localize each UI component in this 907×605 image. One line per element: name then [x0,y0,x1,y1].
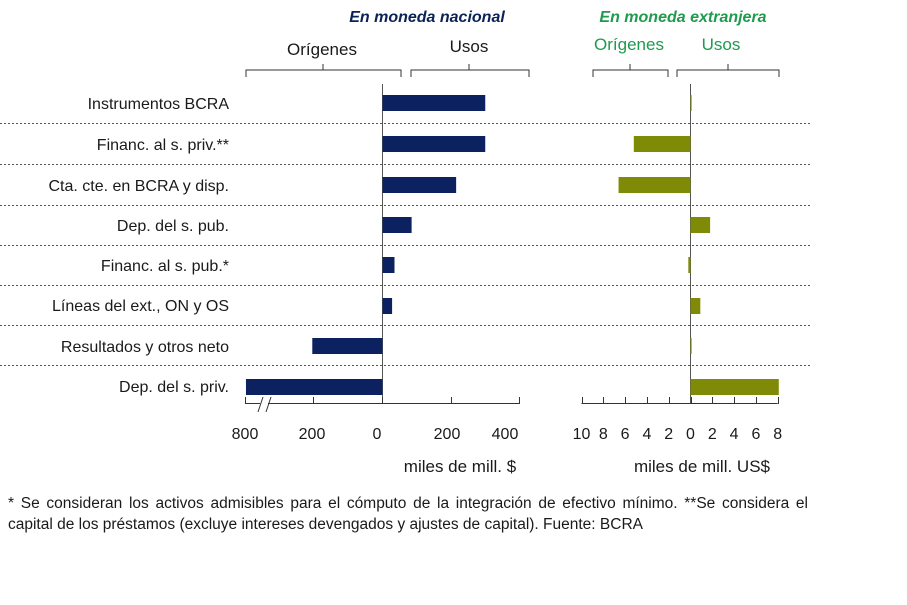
tick-label: 200 [434,426,461,443]
panel1-uses-label: Usos [450,37,489,56]
bar-panel1 [245,379,383,395]
panel1-bars [245,95,486,395]
bar-panel1 [382,257,395,273]
tick-label: 6 [751,426,760,443]
bar-panel1 [382,136,486,152]
tick-label: 0 [686,426,695,443]
tick-label: 400 [492,426,519,443]
panel2-origins-label: Orígenes [594,35,664,54]
bar-panel2 [690,338,692,354]
category-labels: Instrumentos BCRA Financ. al s. priv.** … [48,96,229,396]
tick-label: 200 [299,426,326,443]
panel1-tick-labels: 800 200 0 200 400 [232,426,519,443]
bar-panel1 [382,217,412,233]
bar-panel2 [690,217,711,233]
category-label: Dep. del s. priv. [119,379,229,396]
bar-panel1 [382,177,457,193]
bar-panel2 [690,298,701,314]
category-label: Instrumentos BCRA [88,96,230,113]
tick-label: 0 [373,426,382,443]
tick-label: 4 [642,426,651,443]
category-label: Líneas del ext., ON y OS [52,298,229,315]
category-label: Financ. al s. pub.* [101,258,229,275]
axis-break-mark [257,396,264,413]
panel2-origins-bracket [592,64,669,77]
tick-label: 2 [664,426,673,443]
panel2-x-axis: 10 8 6 4 2 0 2 4 6 8 [573,397,782,443]
panel2-bars [618,95,779,395]
category-label: Cta. cte. en BCRA y disp. [48,178,229,195]
panel1-uses-bracket [410,64,530,77]
panel2-unit-label: miles de mill. US$ [634,457,771,476]
tick-label: 8 [599,426,608,443]
bar-panel2 [618,177,691,193]
panel1-origins-label: Orígenes [287,40,357,59]
bar-panel2 [690,95,692,111]
tick-label: 6 [621,426,630,443]
chart-canvas: En moneda nacional En moneda extranjera … [0,9,812,476]
tick-label: 4 [730,426,739,443]
tick-label: 800 [232,426,259,443]
category-label: Resultados y otros neto [61,339,229,356]
bar-panel1 [382,298,393,314]
bar-panel2 [690,379,779,395]
panel2-uses-label: Usos [702,35,741,54]
category-label: Dep. del s. pub. [117,218,229,235]
panel1-unit-label: miles de mill. $ [404,457,517,476]
panel1-title: En moneda nacional [349,9,505,26]
bar-panel2 [633,136,691,152]
category-label: Financ. al s. priv.** [97,137,229,154]
panel2-title: En moneda extranjera [599,9,766,26]
footnote: * Se consideran los activos admisibles p… [8,495,808,533]
bar-panel2 [688,257,691,273]
panel1-x-axis [245,396,520,413]
axis-break-mark [265,396,272,413]
bar-panel1 [312,338,383,354]
bar-panel1 [382,95,486,111]
row-separators [0,123,812,366]
tick-label: 8 [773,426,782,443]
tick-label: 10 [573,426,591,443]
panel2-uses-bracket [676,64,780,77]
tick-label: 2 [708,426,717,443]
panel1-origins-bracket [245,64,402,77]
